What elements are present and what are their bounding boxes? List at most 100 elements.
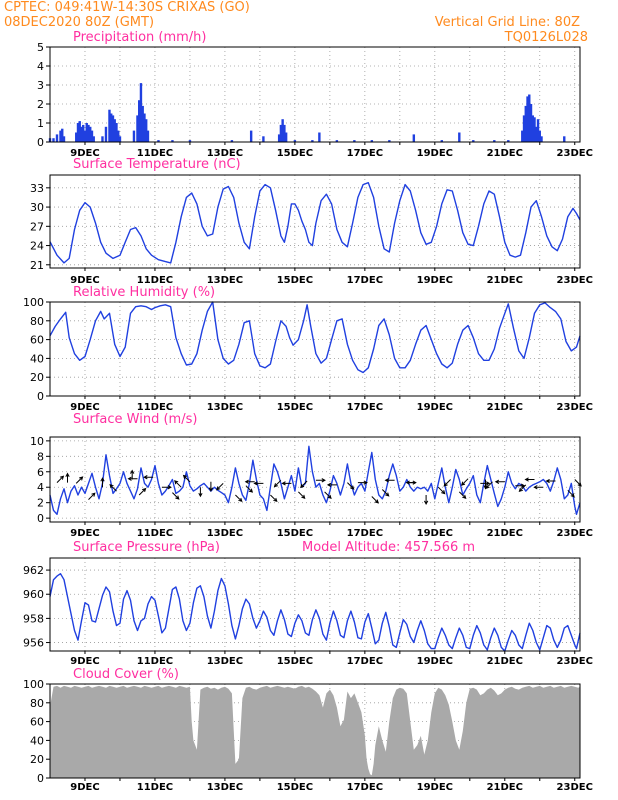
rh-xtick-label: 21DEC [487, 402, 523, 413]
precip-bar [262, 136, 265, 142]
precip-bar [540, 136, 543, 142]
wind-arrow [216, 483, 224, 491]
precip-bar [104, 126, 108, 142]
wind-arrow [270, 494, 278, 503]
temp-line [49, 182, 581, 264]
rh-ytick-label: 100 [23, 296, 44, 309]
precip-bar [78, 121, 81, 142]
rh-line [49, 301, 581, 374]
precip-bar [284, 132, 288, 142]
wind-arrow [443, 479, 451, 487]
wind-arrow [244, 479, 255, 484]
precip-bar [92, 136, 95, 142]
wind-arrow [182, 474, 191, 483]
wind-xtick-label: 15DEC [277, 528, 313, 539]
cloud-ytick-label: 0 [37, 772, 44, 785]
wind-arrow [324, 491, 332, 499]
rh-ytick-label: 20 [30, 371, 44, 384]
temp-xtick-label: 21DEC [487, 275, 523, 286]
wind-arrow [384, 478, 395, 483]
wind-xtick-label: 21DEC [487, 528, 523, 539]
rh-ytick-label: 60 [30, 334, 44, 347]
precip-bar [138, 100, 141, 142]
precip-xtick-label: 13DEC [207, 148, 243, 159]
wind-frame [49, 436, 581, 523]
cloud-ytick-label: 80 [30, 697, 44, 710]
precip-bar [536, 119, 540, 142]
wind-arrow [300, 480, 308, 489]
precip-ytick-label: 5 [37, 41, 44, 54]
wind-xtick-label: 13DEC [207, 528, 243, 539]
temp-ytick-label: 24 [30, 240, 44, 253]
wind-arrow [437, 486, 446, 495]
temp-xtick-label: 11DEC [137, 275, 173, 286]
temp-xtick-label: 15DEC [277, 275, 313, 286]
precip-xtick-label: 19DEC [417, 148, 453, 159]
precip-bar [535, 126, 538, 142]
precip-bar [146, 130, 150, 142]
rh-xtick-label: 13DEC [207, 402, 243, 413]
pressure-xtick-label: 9DEC [70, 656, 99, 667]
precip-bar [76, 123, 80, 142]
precip-ytick-label: 3 [37, 79, 44, 92]
precip-bar [113, 119, 116, 142]
rh-xtick-label: 15DEC [277, 402, 313, 413]
precip-bar [507, 140, 510, 142]
rh-xtick-label: 11DEC [137, 402, 173, 413]
wind-arrow [109, 483, 117, 492]
precip-bar [318, 132, 321, 142]
precip-bar [412, 134, 416, 142]
precip-bar [115, 123, 118, 142]
precip-bar [80, 126, 83, 142]
precip-bar [101, 136, 104, 142]
wind-arrow [208, 481, 214, 492]
wind-arrow [545, 478, 556, 484]
cloud-xtick-label: 21DEC [487, 782, 523, 793]
precip-bar [279, 124, 283, 142]
precip-bar [132, 130, 136, 142]
precip-bar [249, 130, 253, 142]
precip-bar [521, 130, 524, 142]
precip-bar [353, 140, 356, 142]
precip-ytick-label: 1 [37, 117, 44, 130]
rh-ytick-label: 80 [30, 315, 44, 328]
cloud-xtick-label: 17DEC [347, 782, 383, 793]
wind-arrow [75, 476, 84, 484]
precip-bar [110, 113, 113, 142]
wind-xtick-label: 11DEC [137, 528, 173, 539]
precip-bar [157, 140, 160, 142]
rh-xtick-label: 17DEC [347, 402, 383, 413]
precip-bar [335, 140, 339, 142]
rh-frame [49, 301, 581, 397]
wind-arrow [423, 495, 429, 506]
precip-ytick-label: 4 [37, 60, 44, 73]
rh-title: Relative Humidity (%) [73, 285, 215, 300]
precip-bar [117, 130, 120, 142]
wind-arrow [281, 481, 292, 486]
wind-arrow [533, 485, 544, 490]
wind-arrow [357, 480, 368, 485]
temp-ytick-label: 33 [30, 182, 44, 195]
temp-xtick-label: 13DEC [207, 275, 243, 286]
wind-arrow [245, 485, 254, 493]
wind-arrow [65, 472, 70, 483]
precip-bar [55, 134, 59, 142]
wind-arrow [326, 482, 337, 488]
precip-bar [529, 104, 533, 142]
wind-arrow [198, 487, 203, 498]
precip-bar [370, 140, 374, 142]
rh-xtick-label: 23DEC [557, 402, 593, 413]
wind-arrow [174, 480, 182, 488]
wind-arrow [405, 480, 416, 485]
precip-bar [538, 130, 541, 142]
precip-frame [49, 46, 581, 143]
pressure-line [49, 573, 581, 652]
cloud-xtick-label: 9DEC [70, 782, 99, 793]
temp-xtick-label: 23DEC [557, 275, 593, 286]
cloud-area [50, 685, 580, 778]
wind-arrow [567, 489, 575, 498]
wind-arrow [480, 481, 491, 486]
precip-bar [528, 94, 531, 142]
wind-ytick-label: 8 [37, 450, 44, 463]
